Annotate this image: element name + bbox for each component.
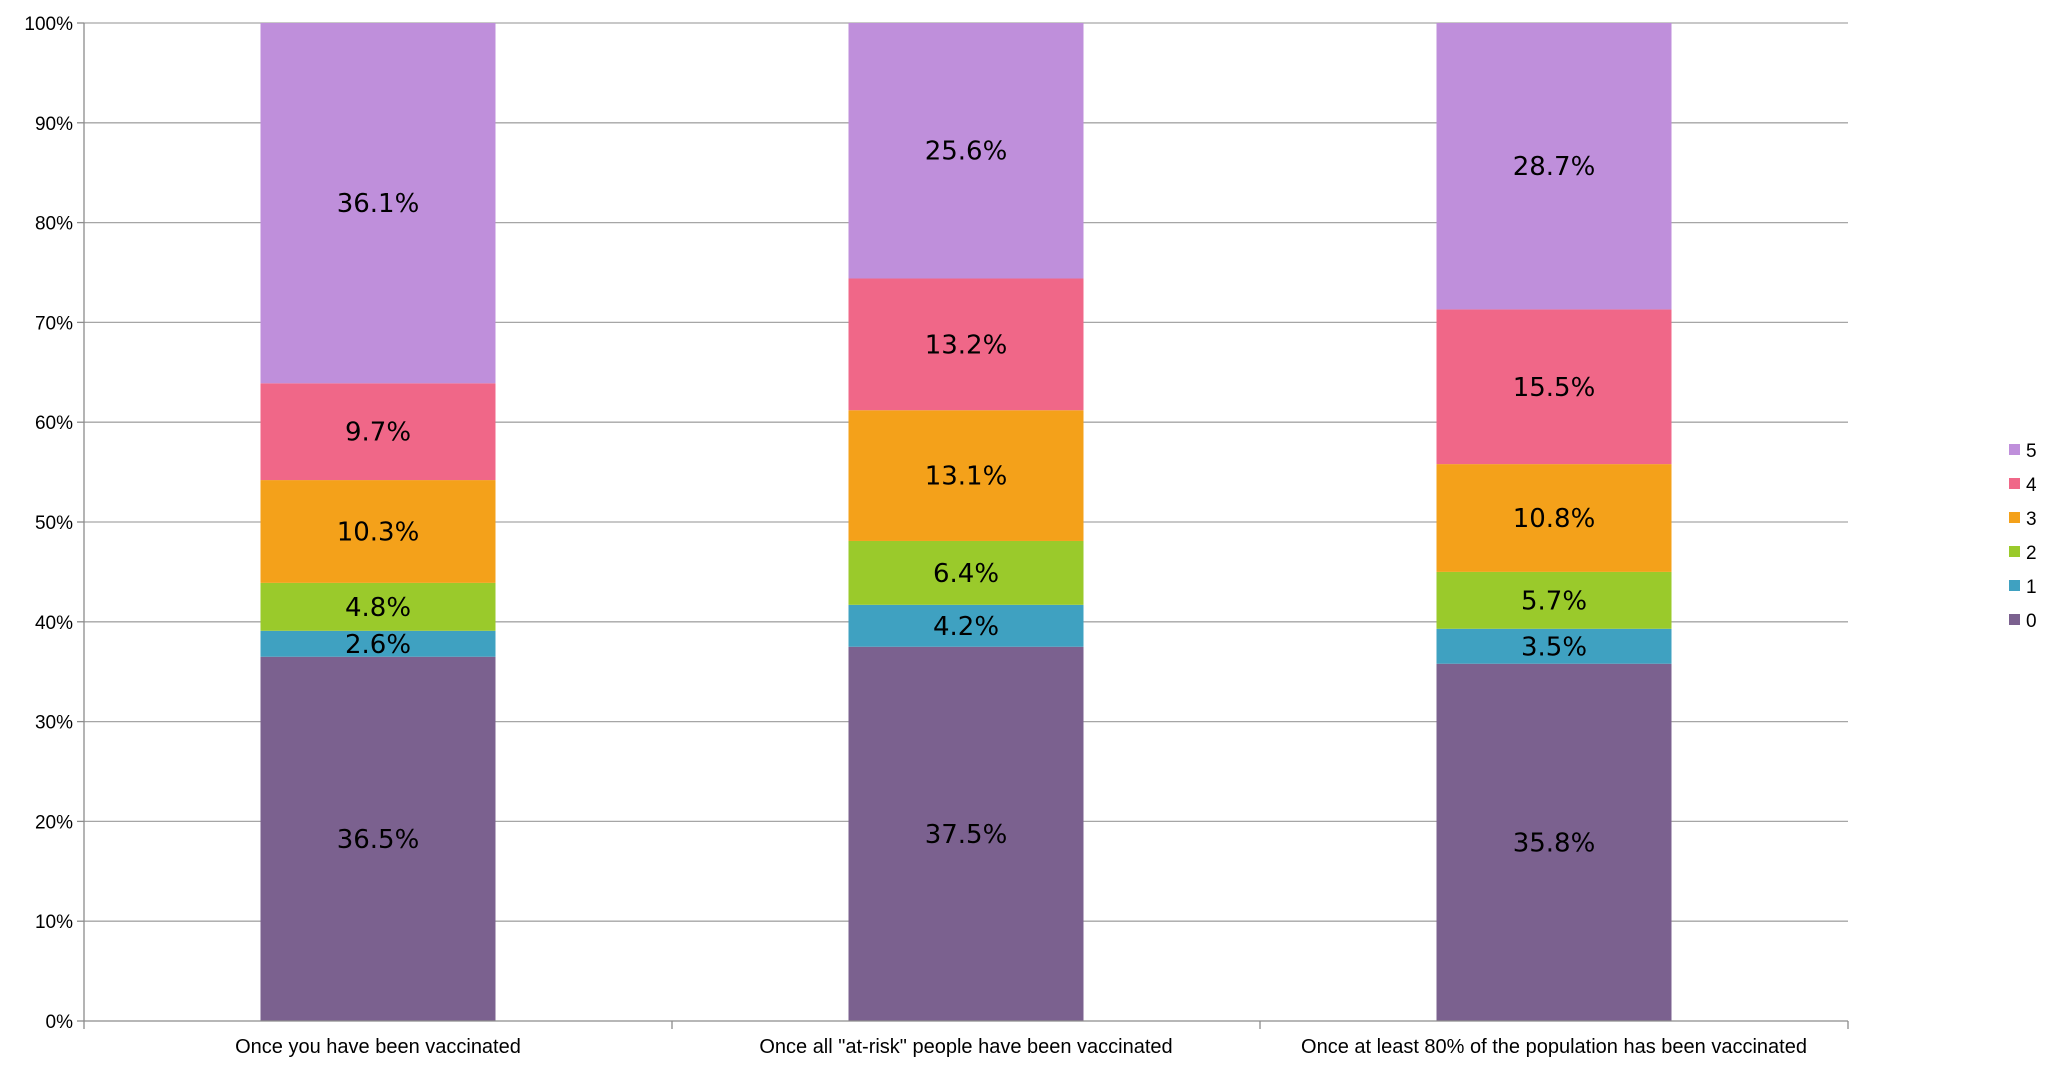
bar-segment-3: [260, 480, 496, 583]
y-tick-label: 30%: [35, 713, 73, 734]
data-label-4: 13.2%: [925, 330, 1008, 360]
data-label-3: 10.3%: [337, 517, 420, 547]
category-label: Once at least 80% of the population has …: [1301, 1036, 1807, 1058]
bar-segment-1: [260, 630, 496, 657]
category-label: Once you have been vaccinated: [235, 1036, 521, 1058]
legend-label-2: 2: [2026, 543, 2037, 564]
bar-segment-3: [1436, 464, 1672, 572]
legend-label-5: 5: [2026, 441, 2037, 462]
bar-segment-5: [260, 23, 496, 384]
data-label-2: 4.8%: [345, 593, 411, 623]
legend-label-4: 4: [2026, 475, 2037, 496]
legend-label-0: 0: [2026, 611, 2037, 632]
y-tick-label: 100%: [24, 14, 73, 35]
y-tick-label: 90%: [35, 114, 73, 135]
data-label-4: 9.7%: [345, 418, 411, 448]
bar-segment-4: [260, 383, 496, 481]
data-labels: 36.5% 2.6% 4.8% 10.3% 9.7% 36.1% 37.5% 4.2% 6.4%…: [337, 137, 1596, 859]
legend-swatch-5: [2009, 444, 2020, 455]
bar-segment-4: [1436, 309, 1672, 465]
data-label-0: 37.5%: [925, 820, 1008, 850]
bar-segment-1: [848, 604, 1084, 647]
y-tick-label: 70%: [35, 313, 73, 334]
legend-label-3: 3: [2026, 509, 2037, 530]
bar-segment-2: [1436, 571, 1672, 629]
y-tick-label: 0%: [46, 1012, 74, 1033]
data-label-2: 5.7%: [1521, 586, 1587, 616]
data-label-5: 36.1%: [337, 189, 420, 219]
bar-segment-0: [848, 646, 1084, 1021]
y-tick-label: 10%: [35, 912, 73, 933]
legend-label-1: 1: [2026, 577, 2037, 598]
data-label-5: 25.6%: [925, 137, 1008, 167]
data-label-1: 2.6%: [345, 630, 411, 660]
legend-swatch-1: [2009, 580, 2020, 591]
data-label-1: 3.5%: [1521, 632, 1587, 662]
y-tick-label: 20%: [35, 812, 73, 833]
legend-swatch-2: [2009, 546, 2020, 557]
y-tick-label: 50%: [35, 513, 73, 534]
bar-segment-3: [848, 410, 1084, 541]
y-tick-label: 40%: [35, 613, 73, 634]
legend-swatch-3: [2009, 512, 2020, 523]
bars: [260, 23, 1672, 1021]
data-label-2: 6.4%: [933, 559, 999, 589]
bar-segment-0: [1436, 663, 1672, 1021]
bar-segment-5: [1436, 23, 1672, 310]
legend-swatch-0: [2009, 614, 2020, 625]
axes: 0% 10% 20% 30% 40% 50% 60% 70% 80% 90% 100% Once yo…: [24, 14, 1849, 1058]
data-label-0: 35.8%: [1513, 828, 1596, 858]
bar-segment-0: [260, 656, 496, 1021]
data-label-5: 28.7%: [1513, 152, 1596, 182]
bar-segment-5: [848, 23, 1084, 279]
legend-swatch-4: [2009, 478, 2020, 489]
data-label-4: 15.5%: [1513, 373, 1596, 403]
y-tick-label: 60%: [35, 413, 73, 434]
bar-segment-2: [848, 540, 1084, 605]
bar-segment-2: [260, 582, 496, 631]
data-label-3: 13.1%: [925, 462, 1008, 492]
bar-segment-1: [1436, 628, 1672, 664]
bar-segment-4: [848, 278, 1084, 411]
y-tick-label: 80%: [35, 214, 73, 235]
data-label-1: 4.2%: [933, 612, 999, 642]
data-label-3: 10.8%: [1513, 504, 1596, 534]
legend: 5 4 3 2 1 0: [2009, 441, 2037, 632]
category-label: Once all "at-risk" people have been vacc…: [759, 1036, 1172, 1058]
data-label-0: 36.5%: [337, 825, 420, 855]
